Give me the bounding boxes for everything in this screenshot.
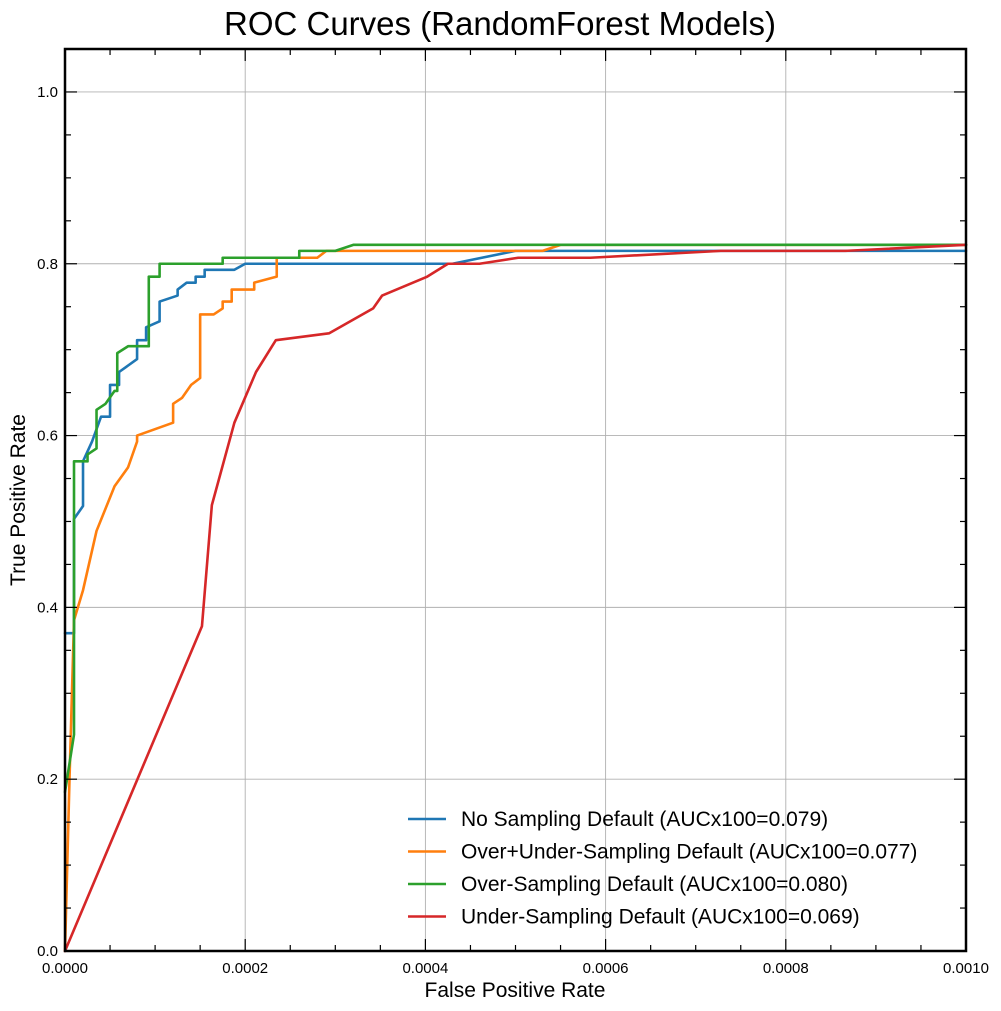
legend-label-4: Under-Sampling Default (AUCx100=0.069) bbox=[461, 906, 860, 929]
y-tick-label: 0.2 bbox=[37, 771, 58, 788]
legend-label-2: Over+Under-Sampling Default (AUCx100=0.0… bbox=[461, 841, 917, 864]
y-tick-label: 1.0 bbox=[37, 84, 58, 101]
chart-title: ROC Curves (RandomForest Models) bbox=[224, 5, 776, 42]
y-tick-label: 0.0 bbox=[37, 943, 58, 960]
series-line-1 bbox=[63, 249, 968, 635]
x-tick-label: 0.0004 bbox=[402, 960, 448, 977]
x-tick-label: 0.0000 bbox=[42, 960, 88, 977]
y-tick-label: 0.4 bbox=[37, 599, 58, 616]
x-tick-label: 0.0006 bbox=[583, 960, 629, 977]
series-lines bbox=[63, 243, 968, 953]
plot-frame bbox=[63, 47, 968, 953]
y-tick-label: 0.6 bbox=[37, 428, 58, 445]
x-tick-label: 0.0010 bbox=[943, 960, 989, 977]
y-tick-label: 0.8 bbox=[37, 256, 58, 273]
x-axis-label: False Positive Rate bbox=[425, 979, 606, 1002]
grid bbox=[65, 49, 966, 951]
tick-labels: 0.0000 0.0002 0.0004 0.0006 0.0008 0.0010 0.0 0… bbox=[37, 84, 989, 977]
legend: No Sampling Default (AUCx100=0.079) Over+… bbox=[408, 808, 917, 929]
series-line-3 bbox=[63, 243, 968, 794]
x-tick-label: 0.0008 bbox=[763, 960, 809, 977]
series-line-4 bbox=[63, 243, 968, 953]
y-axis-label: True Positive Rate bbox=[7, 414, 30, 586]
legend-label-3: Over-Sampling Default (AUCx100=0.080) bbox=[461, 873, 848, 896]
x-tick-label: 0.0002 bbox=[222, 960, 268, 977]
legend-label-1: No Sampling Default (AUCx100=0.079) bbox=[461, 808, 828, 831]
